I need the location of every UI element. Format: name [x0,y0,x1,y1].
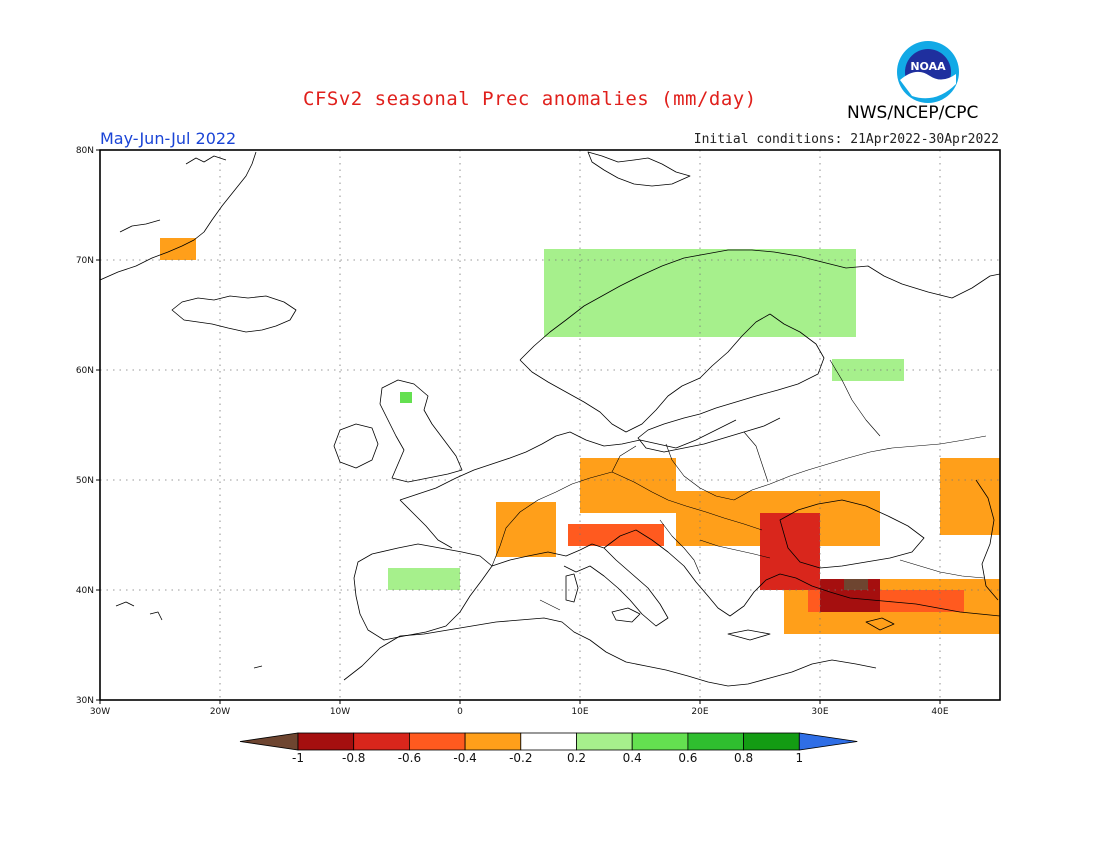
colorbar-label: -0.6 [398,751,421,765]
colorbar-arrow-left [239,732,299,751]
anatolia-coast [795,577,1000,617]
lon-tick-label: 10E [571,707,588,717]
italy-coast [491,543,669,627]
lon-tick-label: 20E [691,707,708,717]
map-layers [100,150,1000,700]
anomaly-region-14 [400,392,412,403]
colorbar-label: 0.6 [678,751,697,765]
map-frame [99,149,1001,701]
coastlines [100,151,1000,687]
lat-tick-label: 70N [76,256,94,266]
black-sea-coast [779,499,925,569]
colorbar-label: -0.4 [453,751,476,765]
colorbar-segment-3 [408,732,466,751]
lon-tick-label: 0 [457,707,463,717]
iberia-coast [353,543,493,641]
colorbar-label: -1 [292,751,304,765]
anomaly-region-10 [844,579,868,590]
lat-tick-label: 50N [76,476,94,486]
anomaly-region-6 [568,524,664,546]
anomaly-region-13 [388,568,460,590]
colorbar-segment-8 [687,732,745,751]
colorbar: -1 -0.8 -0.6 -0.4 -0.2 0.2 0.4 0.6 0.8 1 [239,732,858,765]
lat-tick-label: 30N [76,696,94,706]
colorbar-segment-6 [576,732,633,751]
lat-tick-label: 40N [76,586,94,596]
lon-tick-label: 20W [210,707,230,717]
lon-tick-label: 40E [931,707,948,717]
colorbar-arrow-right [798,732,858,751]
colorbar-segment-1 [297,732,355,751]
country-borders [491,359,987,611]
scandinavia-coast [519,249,1000,361]
colorbar-segment-5 [520,732,577,751]
lon-tick-label: 10W [330,707,350,717]
colorbar-label: 1 [795,751,803,765]
graticule [100,150,1000,700]
agency-label: NWS/NCEP/CPC [847,103,979,123]
colorbar-segment-7 [631,732,689,751]
colorbar-segment-2 [353,732,410,751]
greenland-coast [100,151,257,281]
lon-tick-label: 30E [811,707,828,717]
sardinia-coast [565,573,579,603]
sicily-coast [611,607,641,623]
colorbar-label: -0.2 [509,751,532,765]
great-britain-coast [379,379,463,483]
cyprus-coast [865,617,895,631]
anomaly-region-4 [940,458,1000,535]
initial-conditions-label: Initial conditions: 21Apr2022-30Apr2022 [693,132,999,147]
colorbar-label: 0.8 [734,751,753,765]
crete-coast [727,629,771,641]
ireland-coast [333,423,379,469]
iceland-coast [171,295,297,333]
lat-tick-label: 80N [76,146,94,156]
colorbar-segment-9 [743,732,800,751]
colorbar-label: 0.2 [567,751,586,765]
period-label: May-Jun-Jul 2022 [100,129,237,148]
lon-tick-label: 30W [90,707,110,717]
svg-text:NOAA: NOAA [910,60,946,73]
anomaly-region-8 [760,513,820,590]
anomaly-region-1 [496,502,556,557]
noaa-logo: NOAA [897,41,959,103]
caspian-coast [975,479,999,601]
colorbar-label: -0.8 [342,751,365,765]
europe-north-coast [399,419,737,501]
north-africa-coast [343,617,877,687]
lat-tick-label: 60N [76,366,94,376]
chart-title: CFSv2 seasonal Prec anomalies (mm/day) [303,88,757,110]
anomaly-region-2 [580,458,676,513]
svalbard-coast [587,151,691,187]
colorbar-segment-4 [464,732,522,751]
colorbar-label: 0.4 [623,751,642,765]
